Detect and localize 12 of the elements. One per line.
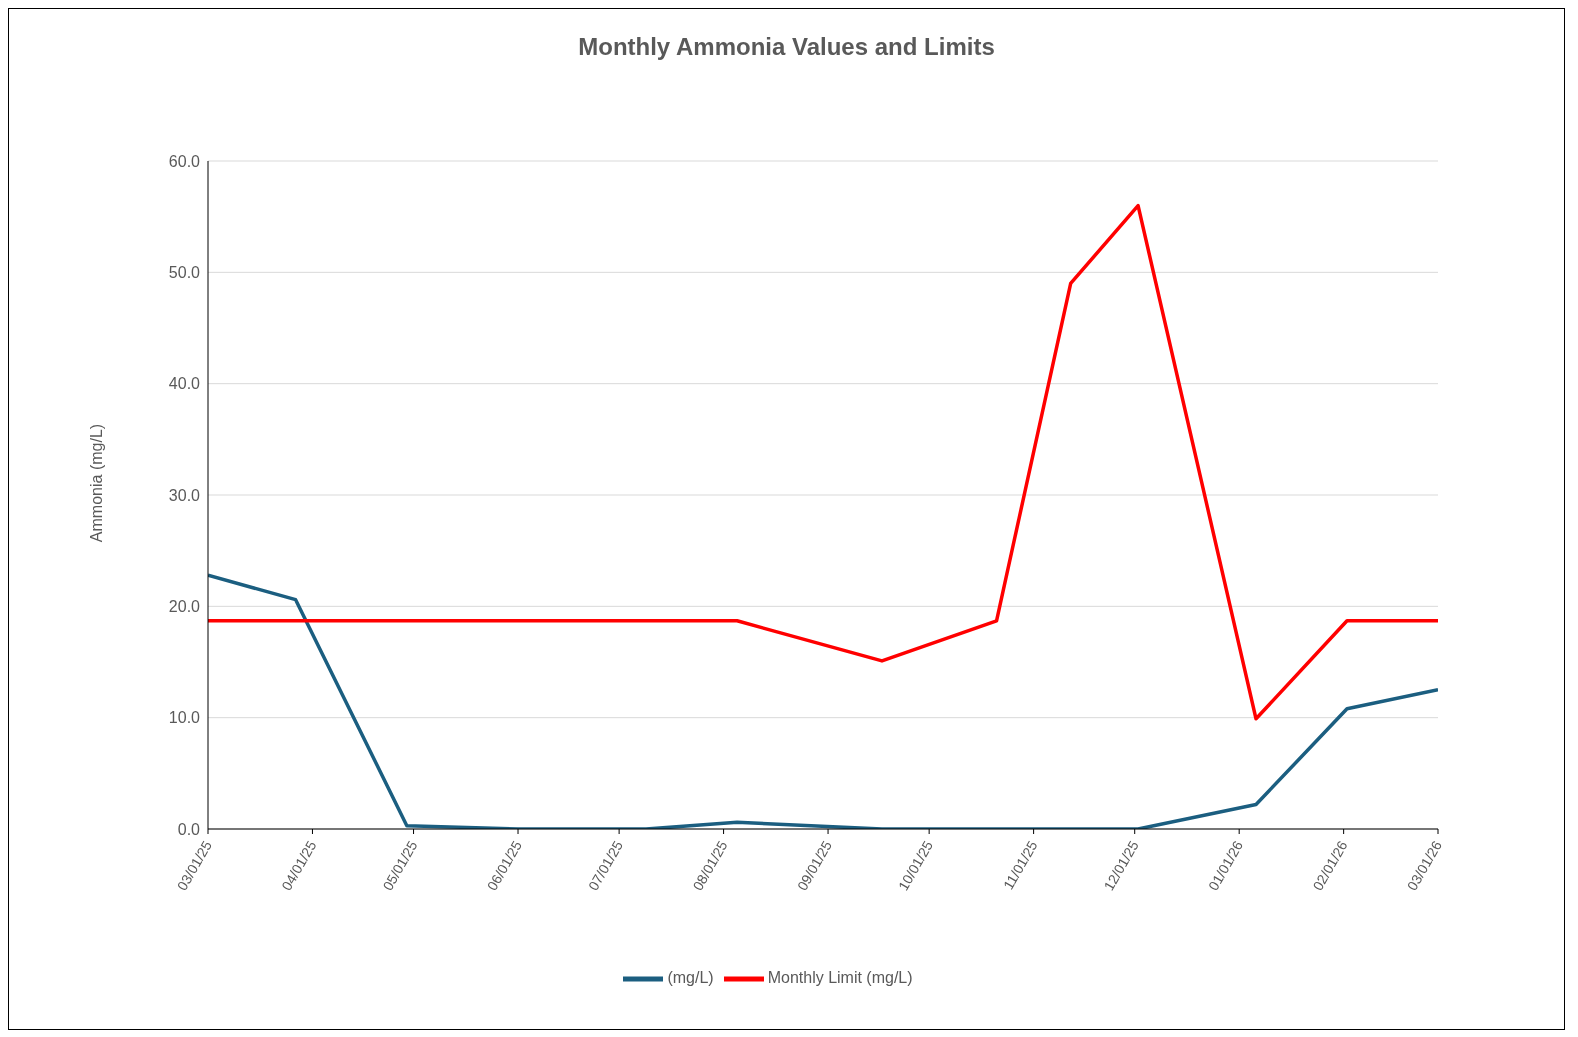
legend-label: Monthly Limit (mg/L) — [767, 969, 913, 987]
y-tick-label: 40.0 — [168, 375, 201, 393]
y-tick-label: 0.0 — [177, 820, 201, 838]
legend-label: (mg/L) — [667, 969, 714, 987]
y-tick-label: 60.0 — [168, 152, 201, 170]
y-tick-label: 10.0 — [168, 709, 201, 727]
y-axis-title: Ammonia (mg/L) — [88, 422, 106, 545]
chart-title: Monthly Ammonia Values and Limits — [577, 33, 996, 61]
y-tick-label: 50.0 — [168, 264, 201, 282]
y-tick-label: 20.0 — [168, 598, 201, 616]
y-tick-label: 30.0 — [168, 486, 201, 504]
line-series — [208, 203, 1438, 721]
